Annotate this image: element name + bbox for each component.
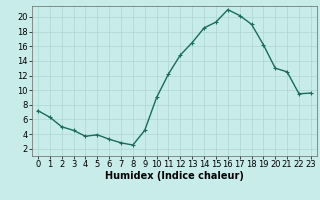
X-axis label: Humidex (Indice chaleur): Humidex (Indice chaleur) bbox=[105, 171, 244, 181]
